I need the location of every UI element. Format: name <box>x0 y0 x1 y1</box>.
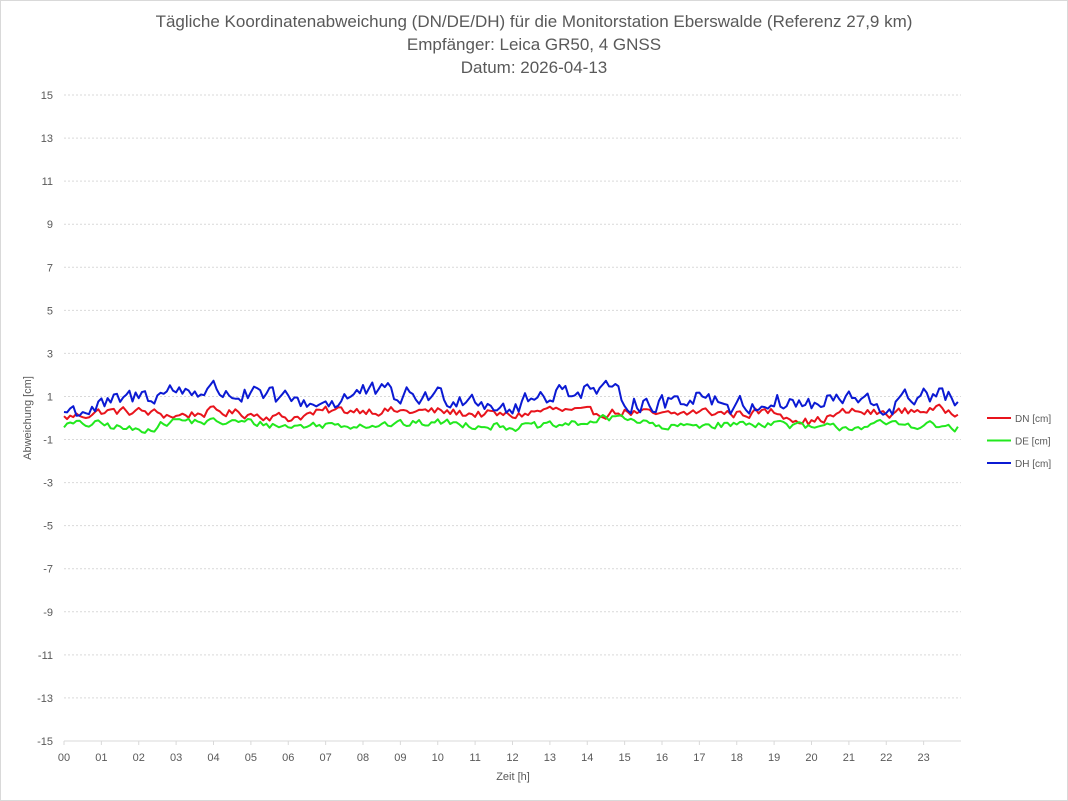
y-tick-label: 3 <box>47 348 53 360</box>
series-lines <box>63 379 959 434</box>
x-tick-label: 12 <box>506 752 518 764</box>
y-tick-label: 13 <box>41 133 53 145</box>
y-tick-label: -9 <box>43 607 53 619</box>
legend-label: DH [cm] <box>1015 459 1051 470</box>
y-tick-label: -7 <box>43 564 53 576</box>
x-tick-label: 04 <box>207 752 219 764</box>
x-tick-label: 05 <box>245 752 257 764</box>
y-tick-label: 1 <box>47 391 53 403</box>
y-tick-label: 7 <box>47 262 53 274</box>
x-tick-label: 09 <box>394 752 406 764</box>
x-tick-label: 06 <box>282 752 294 764</box>
x-tick-label: 03 <box>170 752 182 764</box>
x-tick-label: 17 <box>693 752 705 764</box>
x-tick-label: 23 <box>918 752 930 764</box>
x-tick-label: 15 <box>619 752 631 764</box>
x-tick-label: 14 <box>581 752 593 764</box>
grid <box>64 94 961 742</box>
x-tick-label: 08 <box>357 752 369 764</box>
y-tick-label: 15 <box>41 90 53 102</box>
chart-subtitle-receiver: Empfänger: Leica GR50, 4 GNSS <box>406 35 662 54</box>
x-tick-label: 02 <box>133 752 145 764</box>
x-tick-label: 18 <box>731 752 743 764</box>
series-line-dh <box>63 379 959 417</box>
y-axis-ticks: 15 13 11 9 7 5 3 1 -1 -3 -5 -7 -9 -11 -13 -15 <box>37 90 53 748</box>
legend-label: DN [cm] <box>1015 414 1051 425</box>
y-tick-label: -13 <box>37 693 53 705</box>
x-tick-label: 10 <box>432 752 444 764</box>
chart-subtitle-date: Datum: 2026-04-13 <box>460 58 608 77</box>
x-tick-label: 11 <box>469 752 480 764</box>
x-axis-label: Zeit [h] <box>496 771 530 783</box>
x-tick-label: 01 <box>95 752 107 764</box>
y-tick-label: 5 <box>47 305 53 317</box>
series-line-de <box>63 414 959 434</box>
x-tick-label: 21 <box>843 752 855 764</box>
y-axis-label: Abweichung [cm] <box>22 376 34 460</box>
y-tick-label: -1 <box>43 435 53 447</box>
legend: DN [cm] DE [cm] DH [cm] <box>987 414 1051 470</box>
y-tick-label: -15 <box>37 736 53 748</box>
chart-title: Tägliche Koordinatenabweichung (DN/DE/DH… <box>155 12 913 31</box>
y-tick-label: -3 <box>43 478 53 490</box>
series-line-dn <box>63 403 959 426</box>
x-tick-label: 00 <box>58 752 70 764</box>
legend-label: DE [cm] <box>1015 437 1051 448</box>
x-axis-ticks: 00 01 02 03 04 05 06 07 08 09 10 11 12 13 14 15 16 17 18 19… <box>58 740 961 764</box>
y-tick-label: 9 <box>47 219 53 231</box>
x-tick-label: 07 <box>320 752 332 764</box>
x-tick-label: 16 <box>656 752 668 764</box>
x-tick-label: 22 <box>880 752 892 764</box>
y-tick-label: -11 <box>38 650 53 662</box>
x-tick-label: 20 <box>805 752 817 764</box>
x-tick-label: 13 <box>544 752 556 764</box>
y-tick-label: 11 <box>42 176 53 188</box>
x-tick-label: 19 <box>768 752 780 764</box>
y-tick-label: -5 <box>43 521 53 533</box>
